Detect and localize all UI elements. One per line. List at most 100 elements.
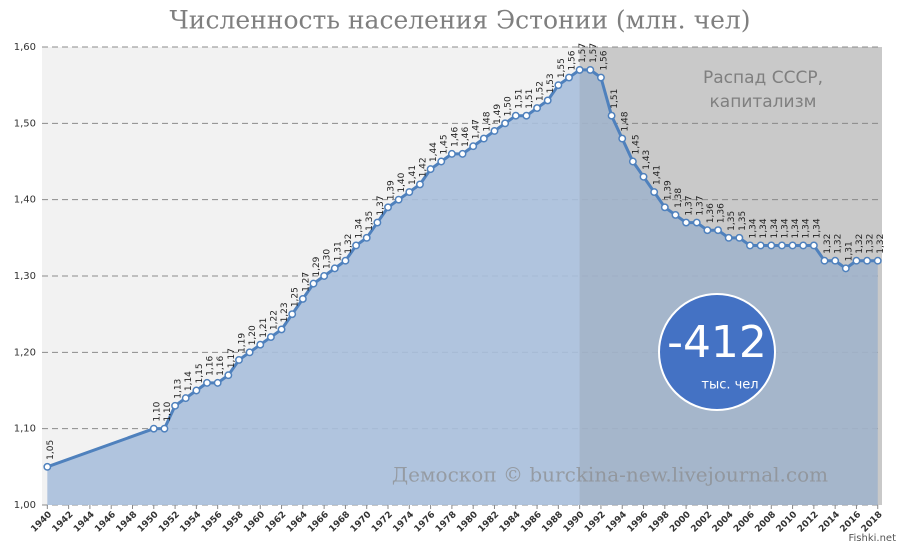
point bbox=[575, 65, 584, 74]
point bbox=[522, 111, 531, 120]
point bbox=[607, 111, 616, 120]
point bbox=[586, 65, 595, 74]
point bbox=[405, 188, 414, 196]
point bbox=[490, 127, 499, 135]
point bbox=[426, 165, 435, 174]
point bbox=[298, 294, 307, 303]
value-label: 1,50 bbox=[504, 96, 514, 116]
watermark: Демоскоп © burckina-new.livejournal.com bbox=[392, 463, 828, 487]
point bbox=[224, 371, 233, 380]
point bbox=[437, 157, 446, 166]
badge-unit: тыс. чел bbox=[701, 378, 758, 393]
point bbox=[777, 241, 786, 250]
y-tick-label: 1,20 bbox=[14, 347, 36, 358]
point bbox=[628, 157, 637, 166]
value-label: 1,36 bbox=[717, 203, 727, 223]
line bbox=[46, 68, 878, 469]
value-label: 1,53 bbox=[546, 73, 556, 93]
value-label: 1,44 bbox=[429, 142, 439, 162]
point bbox=[703, 226, 712, 235]
point bbox=[309, 279, 318, 288]
badge-value: -412 bbox=[667, 317, 767, 368]
value-label: 1,56 bbox=[599, 50, 609, 70]
point bbox=[841, 264, 850, 273]
shaded-overlay bbox=[579, 47, 882, 505]
value-label: 1,34 bbox=[770, 218, 780, 238]
value-label: 1,05 bbox=[46, 440, 56, 460]
value-label: 1,46 bbox=[461, 127, 471, 147]
point bbox=[852, 256, 861, 265]
point bbox=[511, 111, 520, 120]
point bbox=[181, 394, 190, 403]
point bbox=[714, 226, 722, 235]
point bbox=[639, 172, 648, 181]
value-label: 1,57 bbox=[578, 43, 588, 63]
point bbox=[565, 73, 573, 82]
value-label: 1,41 bbox=[653, 165, 663, 185]
point bbox=[650, 188, 659, 196]
value-label: 1,19 bbox=[237, 333, 247, 353]
point bbox=[373, 218, 382, 227]
value-label: 1,29 bbox=[312, 256, 322, 276]
point bbox=[746, 241, 754, 250]
value-label: 1,39 bbox=[663, 180, 673, 200]
point bbox=[245, 348, 254, 357]
point bbox=[266, 333, 275, 342]
point bbox=[660, 203, 669, 212]
point bbox=[192, 386, 201, 395]
point bbox=[213, 378, 222, 387]
point bbox=[43, 462, 52, 471]
value-label: 1,32 bbox=[855, 234, 865, 254]
value-label: 1,36 bbox=[706, 203, 716, 223]
value-label: 1,20 bbox=[248, 325, 258, 345]
point bbox=[394, 195, 403, 204]
value-label: 1,38 bbox=[674, 188, 684, 208]
point bbox=[671, 210, 680, 219]
value-label: 1,27 bbox=[301, 272, 311, 292]
point bbox=[256, 340, 265, 349]
value-label: 1,55 bbox=[557, 58, 567, 78]
value-label: 1,22 bbox=[269, 310, 279, 330]
y-tick-label: 1,30 bbox=[14, 271, 36, 282]
point bbox=[288, 310, 297, 319]
point bbox=[799, 241, 808, 250]
point bbox=[320, 272, 329, 280]
point bbox=[735, 233, 744, 242]
chart-title: Численность населения Эстонии (млн. чел) bbox=[169, 6, 750, 35]
value-label: 1,39 bbox=[387, 180, 397, 200]
value-label: 1,48 bbox=[482, 111, 492, 131]
value-label: 1,37 bbox=[695, 196, 705, 216]
y-tick-label: 1,50 bbox=[14, 118, 36, 129]
point bbox=[458, 149, 467, 158]
point bbox=[277, 325, 286, 334]
point bbox=[171, 401, 180, 410]
value-label: 1,25 bbox=[291, 287, 301, 307]
point bbox=[330, 264, 339, 273]
value-label: 1,46 bbox=[450, 127, 460, 147]
value-label: 1,21 bbox=[259, 318, 269, 338]
value-label: 1,32 bbox=[876, 234, 886, 254]
point bbox=[863, 256, 872, 265]
corner-mark: Fishki.net bbox=[848, 533, 896, 544]
value-label: 1,51 bbox=[525, 89, 535, 109]
value-label: 1,31 bbox=[333, 241, 343, 261]
value-label: 1,49 bbox=[493, 104, 503, 124]
point bbox=[809, 241, 818, 250]
value-label: 1,23 bbox=[280, 302, 290, 322]
value-label: 1,57 bbox=[589, 43, 599, 63]
value-label: 1,34 bbox=[802, 218, 812, 238]
badge bbox=[658, 293, 776, 411]
point bbox=[469, 142, 478, 151]
value-label: 1,34 bbox=[791, 218, 801, 238]
value-label: 1,34 bbox=[780, 218, 790, 238]
point bbox=[756, 241, 765, 250]
value-label: 1,15 bbox=[195, 363, 205, 383]
point bbox=[415, 180, 424, 189]
value-label: 1,51 bbox=[610, 89, 620, 109]
point bbox=[596, 73, 605, 82]
point bbox=[160, 424, 169, 433]
point bbox=[724, 233, 733, 242]
value-label: 1,16 bbox=[216, 356, 226, 376]
point bbox=[352, 241, 361, 250]
